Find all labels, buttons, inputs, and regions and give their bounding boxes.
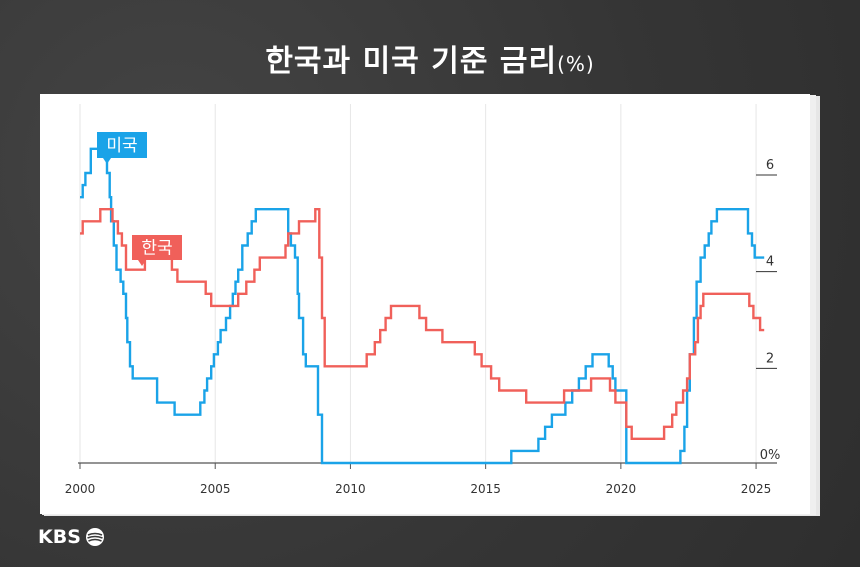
- kbs-logo-icon: [85, 528, 104, 546]
- x-tick-label: 2000: [65, 482, 96, 496]
- series-line: [80, 147, 765, 465]
- x-tick-label: 2005: [200, 482, 231, 496]
- series-label-box: [97, 132, 147, 158]
- series-label-pointer: [103, 158, 111, 164]
- x-tick-label: 2025: [741, 482, 772, 496]
- chart-panel: [40, 94, 810, 514]
- kbs-logo: KBS: [38, 526, 105, 548]
- axis-layer: 2000 2005 2010 2015 2020 2025 6 4 2 0%: [65, 158, 781, 496]
- y-tick-label: 0%: [760, 448, 781, 463]
- x-tick-label: 2010: [335, 482, 366, 496]
- series-label-text: 미국: [106, 136, 137, 156]
- series-label-text: 한국: [141, 239, 172, 259]
- chart-title-unit: (%): [557, 52, 595, 76]
- x-tick-label: 2015: [470, 482, 501, 496]
- x-tick-label: 2020: [606, 482, 637, 496]
- y-tick-label: 4: [766, 255, 774, 270]
- chart-title-text: 한국과 미국 기준 금리: [265, 44, 558, 79]
- series-layer: [80, 147, 765, 465]
- series-label-pointer: [138, 260, 146, 266]
- y-tick-label: 2: [766, 351, 774, 366]
- kbs-logo-text: KBS: [38, 526, 81, 548]
- chart-title: 한국과 미국 기준 금리(%): [0, 36, 860, 80]
- series-line: [80, 208, 765, 440]
- y-tick-label: 6: [766, 158, 774, 173]
- grid-layer: [79, 104, 757, 463]
- series-label-box: [132, 235, 182, 260]
